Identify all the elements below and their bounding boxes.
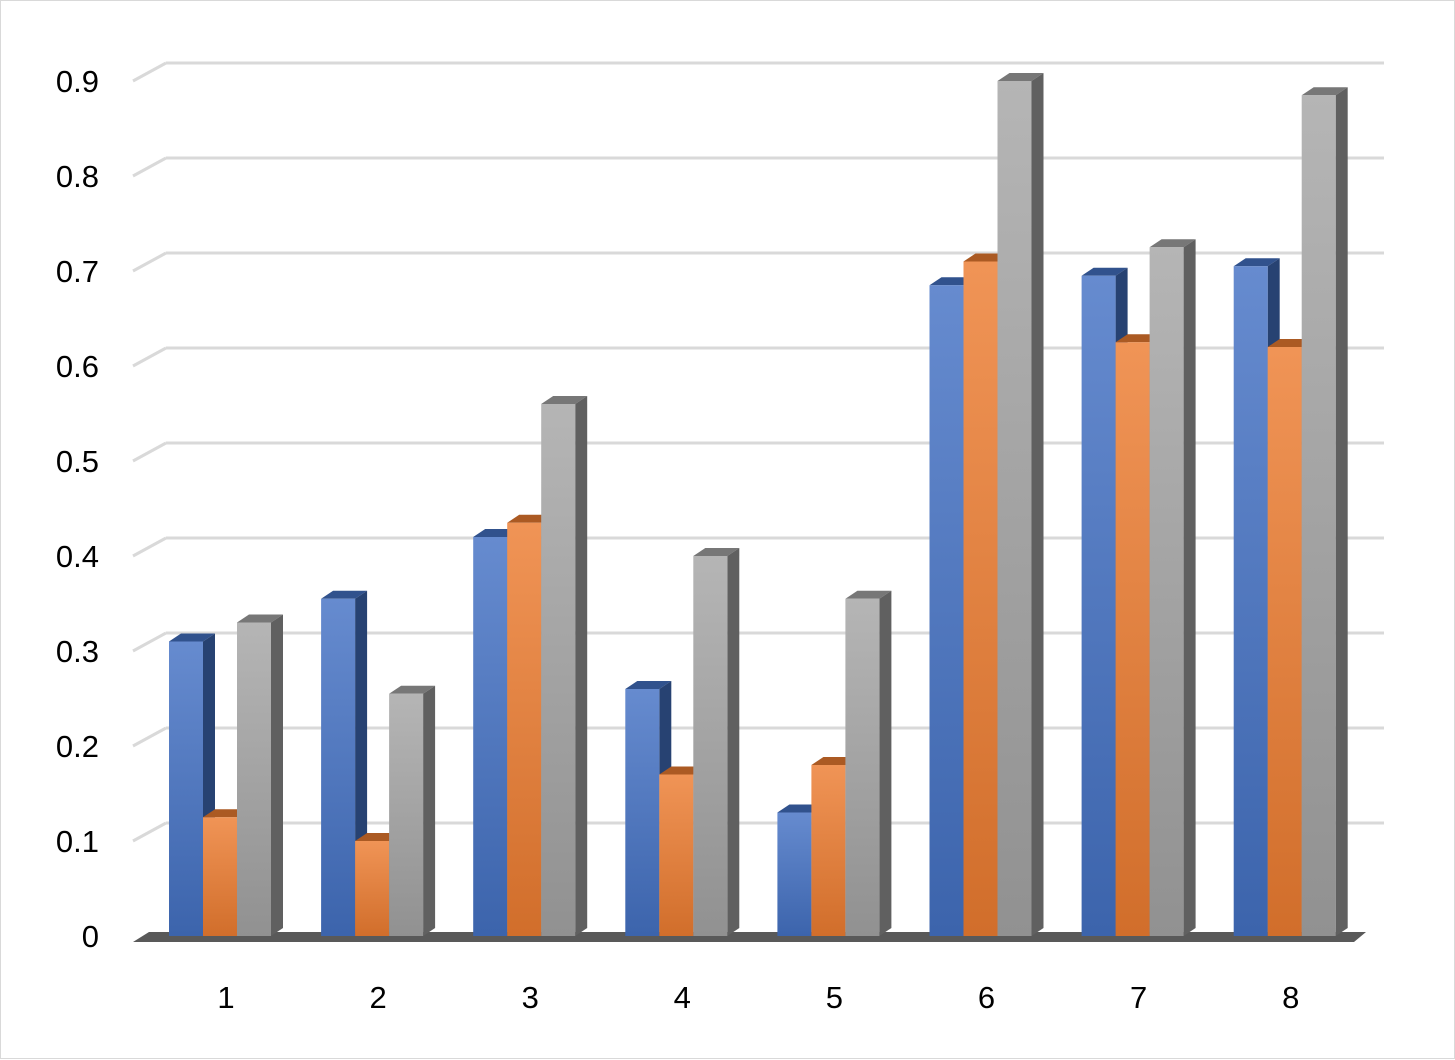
bar-top-face xyxy=(1081,267,1128,276)
gridline-diagonal xyxy=(132,726,167,748)
bar-side-face xyxy=(271,614,283,936)
y-tick-label: 0.7 xyxy=(56,254,99,289)
y-axis-labels: 0 0.1 0.2 0.3 0.4 0.5 0.6 0.7 0.8 0.9 xyxy=(56,64,99,954)
bar xyxy=(389,693,424,936)
x-tick-label: 5 xyxy=(826,980,843,1015)
x-axis-labels: 1 2 3 4 5 6 7 8 xyxy=(217,980,1299,1015)
bar xyxy=(507,522,542,936)
y-tick-label: 0.2 xyxy=(56,729,99,764)
gridline-diagonal xyxy=(132,156,167,178)
y-tick-label: 0.4 xyxy=(56,539,99,574)
bar-top-face xyxy=(845,590,892,599)
bar-top-face xyxy=(541,396,588,404)
y-tick-label: 0.1 xyxy=(56,824,99,859)
gridline-diagonal xyxy=(132,251,167,273)
bar-top-face xyxy=(389,685,436,694)
chart-floor xyxy=(133,932,1366,942)
bar xyxy=(811,765,846,936)
bar-side-face xyxy=(575,396,588,936)
bar-top-face xyxy=(237,614,283,623)
gridline-diagonal xyxy=(132,346,167,368)
bar xyxy=(203,817,237,936)
bar xyxy=(1081,275,1116,936)
x-tick-label: 6 xyxy=(978,980,995,1015)
bar xyxy=(845,598,880,936)
x-tick-label: 3 xyxy=(522,980,539,1015)
bar xyxy=(1267,347,1302,936)
bars xyxy=(169,73,1348,936)
bar-top-face xyxy=(1149,239,1196,248)
bar xyxy=(929,285,964,936)
bar-top-face xyxy=(1233,258,1280,267)
bar-side-face xyxy=(879,590,892,936)
bar xyxy=(997,81,1032,936)
y-tick-label: 0.5 xyxy=(56,444,99,479)
gridline-diagonal xyxy=(132,536,167,558)
x-tick-label: 2 xyxy=(369,980,386,1015)
gridlines xyxy=(132,61,1384,843)
bar-side-face xyxy=(1183,239,1196,936)
bar-side-face xyxy=(727,548,740,936)
bar xyxy=(1149,247,1184,936)
bar xyxy=(321,598,356,936)
bar-side-face xyxy=(423,685,436,936)
y-tick-label: 0.6 xyxy=(56,349,99,384)
bar-top-face xyxy=(997,73,1044,81)
bar xyxy=(1301,95,1336,936)
bar xyxy=(1115,342,1150,936)
x-tick-label: 7 xyxy=(1130,980,1147,1015)
y-tick-label: 0.3 xyxy=(56,634,99,669)
bar xyxy=(777,812,812,936)
bar xyxy=(659,774,694,936)
bar-side-face xyxy=(1335,87,1348,936)
gridline-diagonal xyxy=(132,631,167,653)
bar xyxy=(169,641,203,936)
bar xyxy=(693,556,728,936)
bar-top-face xyxy=(1301,87,1348,96)
gridline-diagonal xyxy=(132,441,167,463)
bar-top-face xyxy=(321,590,368,599)
bar xyxy=(963,261,998,936)
bar xyxy=(473,537,508,936)
x-tick-label: 1 xyxy=(217,980,234,1015)
y-tick-label: 0.9 xyxy=(56,64,99,99)
y-tick-label: 0.8 xyxy=(56,159,99,194)
x-tick-label: 8 xyxy=(1282,980,1299,1015)
bar-top-face xyxy=(625,681,672,689)
bar-top-face xyxy=(693,548,740,556)
bar xyxy=(541,404,576,936)
x-tick-label: 4 xyxy=(674,980,691,1015)
bar xyxy=(625,689,660,936)
bar xyxy=(355,841,390,936)
gridline-diagonal xyxy=(132,61,167,83)
bar-top-face xyxy=(169,633,215,642)
floor xyxy=(133,932,1366,942)
bar xyxy=(237,622,271,936)
gridline-diagonal xyxy=(132,821,167,843)
y-tick-label: 0 xyxy=(82,919,99,954)
bar-side-face xyxy=(1031,73,1044,936)
bar xyxy=(1233,266,1268,936)
